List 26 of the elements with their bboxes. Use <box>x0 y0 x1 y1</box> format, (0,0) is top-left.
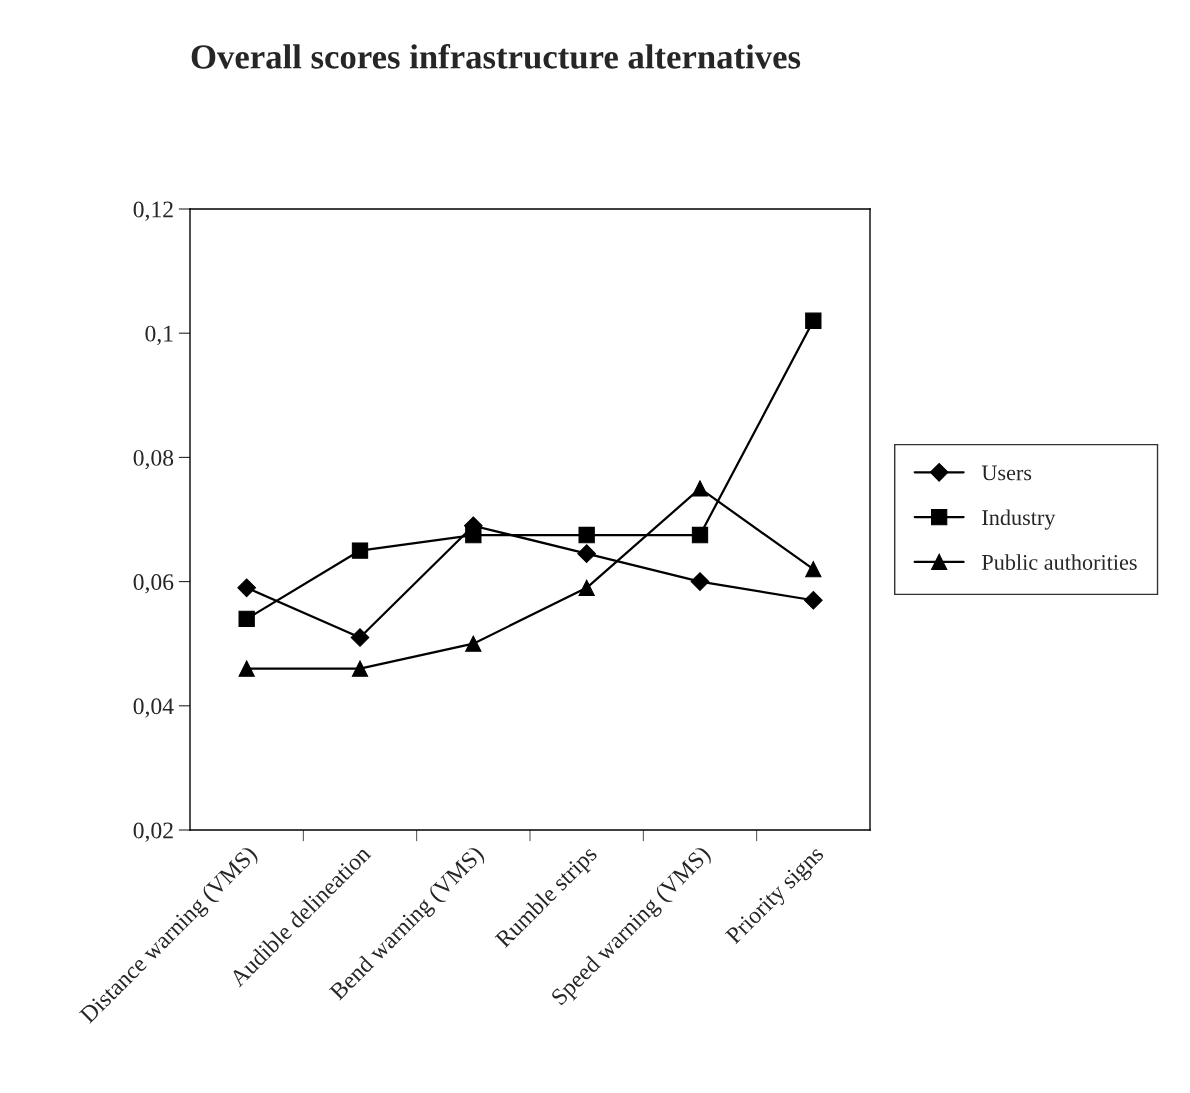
point <box>805 561 822 578</box>
point <box>690 572 710 591</box>
point <box>351 660 369 677</box>
point <box>578 579 595 596</box>
y-tick-label: 0,1 <box>145 325 173 346</box>
point <box>805 312 822 329</box>
y-tick-label: 0,12 <box>133 201 173 221</box>
y-tick-label: 0,06 <box>133 574 174 594</box>
y-tick-label: 0,08 <box>133 449 174 470</box>
point <box>691 526 709 544</box>
point <box>237 578 257 598</box>
point <box>578 526 595 544</box>
y-tick-label: 0,02 <box>133 822 173 842</box>
legend-label: Users <box>981 465 1032 481</box>
point <box>238 660 255 677</box>
point <box>803 590 823 610</box>
y-tick-label: 0,04 <box>133 698 174 718</box>
point <box>238 610 255 628</box>
point <box>691 480 709 497</box>
chart-title: Overall scores infrastructure alternatives <box>191 43 801 69</box>
point <box>351 542 369 559</box>
legend-label: Industry <box>982 509 1056 530</box>
legend-label: Public authorities <box>982 554 1137 570</box>
point <box>465 635 482 652</box>
point <box>350 628 370 647</box>
point <box>577 544 597 564</box>
